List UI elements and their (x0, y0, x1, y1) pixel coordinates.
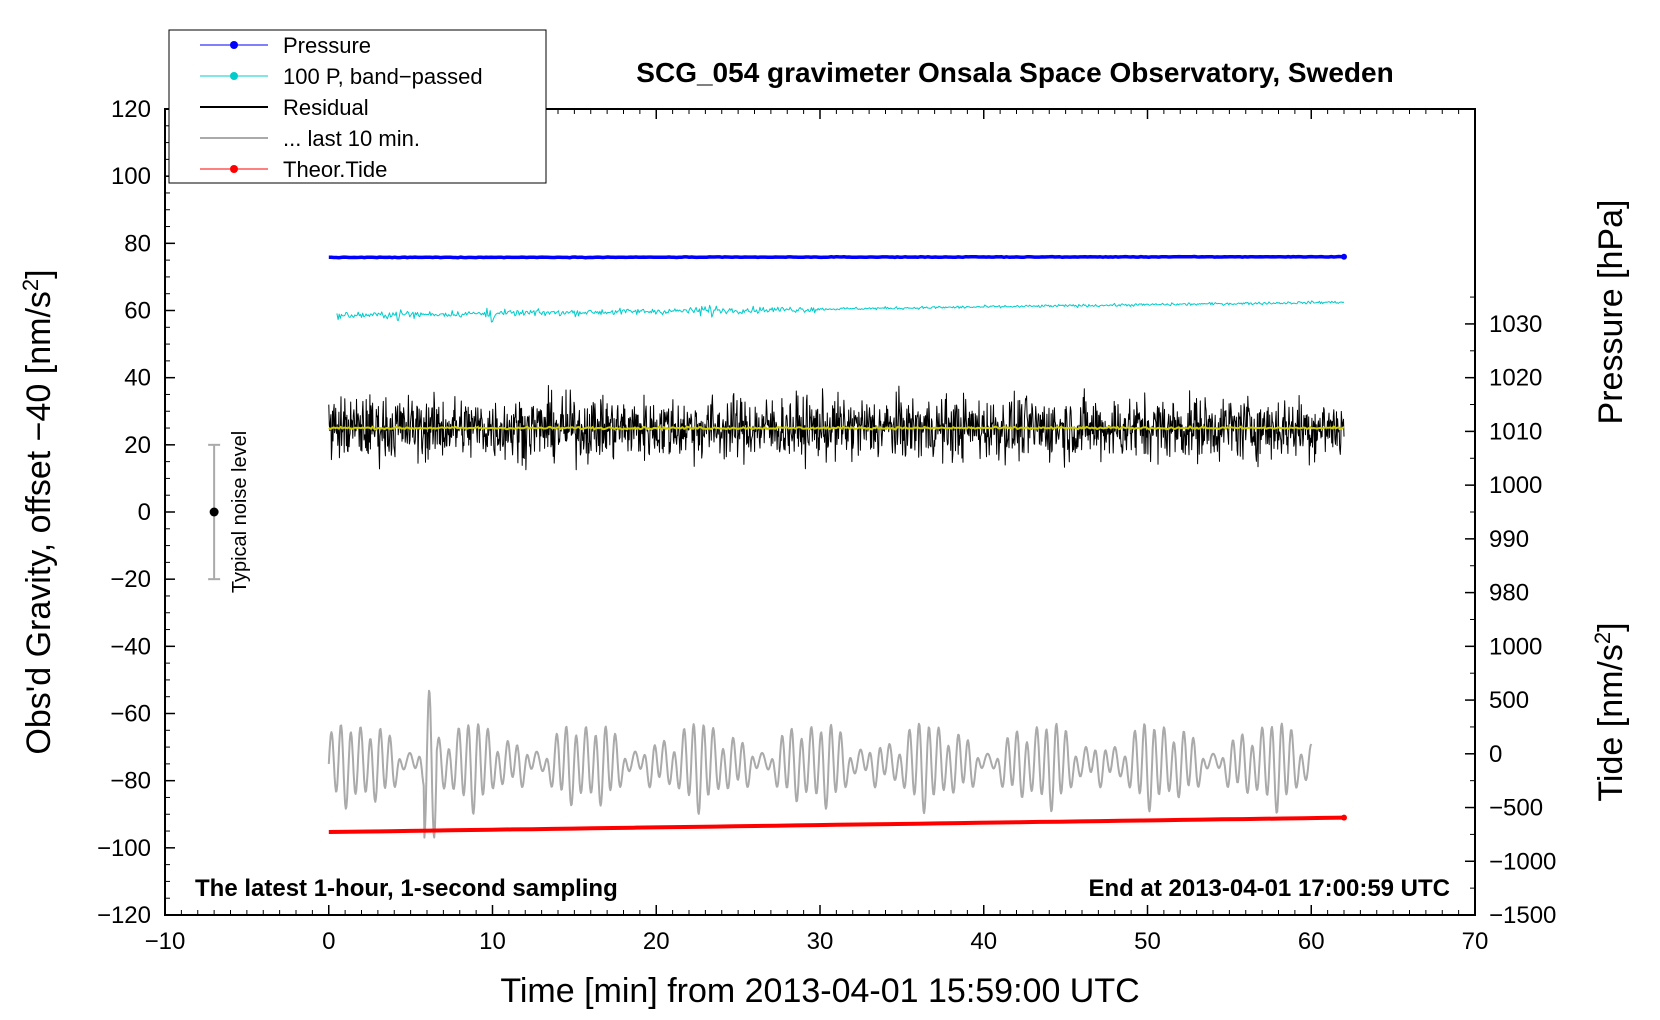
series-theor-tide (328, 815, 1345, 834)
x-tick-label: 60 (1298, 928, 1325, 955)
tide-end-marker (1341, 814, 1347, 821)
legend-marker (230, 72, 238, 80)
legend: Pressure 100 P, band−passed Residual ... la… (168, 29, 547, 184)
x-axis-label: Time [min] from 2013-04-01 15:59:00 UTC (500, 972, 1139, 1010)
tide-tick-label: −1500 (1489, 902, 1556, 929)
x-tick-label: 50 (1134, 928, 1161, 955)
tide-tick-label: −1000 (1489, 848, 1556, 875)
y-axis-label-text: Obs'd Gravity, offset −40 [nm/s (20, 291, 58, 754)
tide-tick-label: 1000 (1489, 633, 1542, 660)
x-tick-label: 0 (322, 928, 335, 955)
legend-marker (230, 165, 238, 173)
legend-label: Theor.Tide (283, 157, 387, 182)
chart-title: SCG_054 gravimeter Onsala Space Observat… (636, 57, 1393, 88)
tide-axis-label-superscript: 2 (1590, 632, 1615, 644)
y-tick-label: −20 (110, 566, 151, 593)
noise-level-label: Typical noise level (229, 431, 251, 593)
y-tick-label: −60 (110, 701, 151, 728)
note-end-time: End at 2013-04-01 17:00:59 UTC (1089, 875, 1451, 902)
y-tick-label: 80 (124, 230, 151, 257)
axis-layer: −10 0 10 20 30 40 50 60 70120100806040200−20−40−… (97, 96, 1556, 955)
pressure-axis-label: Pressure [hPa] (1592, 200, 1630, 425)
noise-bar-center-dot (209, 507, 219, 517)
y-tick-label: 120 (111, 96, 151, 123)
x-tick-label: 40 (970, 928, 997, 955)
pressure-tick-label: 990 (1489, 526, 1529, 553)
series-last-10-min (327, 689, 1313, 839)
tide-tick-label: −500 (1489, 795, 1543, 822)
noise-bar-layer: Typical noise level (208, 431, 251, 593)
series-pressure-bandpassed (336, 300, 1345, 323)
y-tick-label: 0 (138, 499, 151, 526)
legend-label: Residual (283, 95, 369, 120)
y-axis-label: Obs'd Gravity, offset −40 [nm/s2] (18, 269, 58, 754)
series-pressure (328, 254, 1345, 260)
x-tick-label: 20 (643, 928, 670, 955)
pressure-tick-label: 980 (1489, 580, 1529, 607)
y-tick-label: −120 (97, 902, 151, 929)
legend-marker (230, 41, 238, 49)
pressure-tick-label: 1030 (1489, 311, 1542, 338)
x-tick-label: 70 (1462, 928, 1489, 955)
pressure-tick-label: 1020 (1489, 365, 1542, 392)
tide-axis-label: Tide [nm/s2] (1590, 622, 1630, 801)
x-tick-label: −10 (145, 928, 186, 955)
note-sampling: The latest 1-hour, 1-second sampling (195, 875, 618, 902)
series-layer (327, 253, 1347, 839)
y-axis-label-superscript: 2 (18, 279, 43, 291)
legend-label: Pressure (283, 33, 371, 58)
y-tick-label: −80 (110, 768, 151, 795)
y-axis-label-end: ] (20, 269, 58, 278)
tide-tick-label: 500 (1489, 687, 1529, 714)
pressure-end-marker (1341, 253, 1347, 260)
x-tick-label: 10 (479, 928, 506, 955)
pressure-tick-label: 1010 (1489, 418, 1542, 445)
y-tick-label: −100 (97, 835, 151, 862)
legend-label: 100 P, band−passed (283, 64, 483, 89)
y-tick-label: 40 (124, 365, 151, 392)
series-residual-smoothed (328, 425, 1345, 431)
y-tick-label: 60 (124, 298, 151, 325)
y-tick-label: 100 (111, 163, 151, 190)
tide-axis-label-text: Tide [nm/s (1592, 644, 1630, 801)
tide-axis-label-end: ] (1592, 622, 1630, 631)
tide-tick-label: 0 (1489, 741, 1502, 768)
x-tick-label: 30 (807, 928, 834, 955)
y-tick-label: −40 (110, 633, 151, 660)
y-tick-label: 20 (124, 432, 151, 459)
pressure-tick-label: 1000 (1489, 472, 1542, 499)
legend-label: ... last 10 min. (283, 126, 420, 151)
